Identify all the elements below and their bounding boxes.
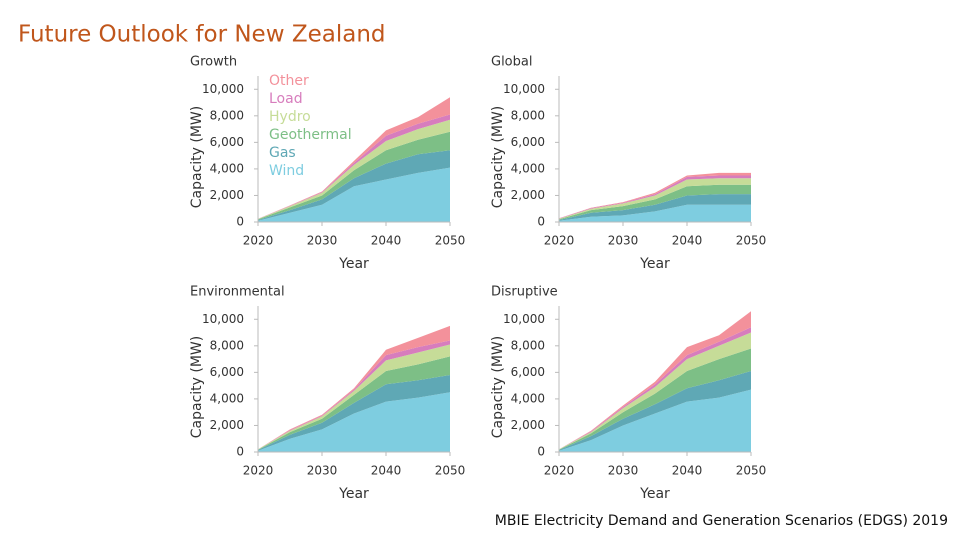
y-tick-label: 6,000 (511, 365, 545, 379)
y-tick-label: 6,000 (511, 135, 545, 149)
y-tick-label: 10,000 (503, 312, 545, 326)
x-tick-label: 2050 (736, 234, 767, 248)
y-tick-label: 4,000 (511, 161, 545, 175)
x-tick-label: 2020 (544, 234, 575, 248)
y-tick-label: 0 (236, 215, 244, 229)
y-axis-title: Capacity (MW) (189, 336, 205, 438)
x-tick-label: 2050 (435, 464, 466, 478)
chart-title: Global (491, 55, 532, 70)
y-tick-label: 2,000 (210, 418, 244, 432)
legend-entry: Load (269, 91, 303, 107)
legend-entry: Wind (269, 163, 304, 179)
area-segment (258, 356, 450, 450)
x-tick-label: 2030 (608, 464, 639, 478)
x-axis-title: Year (639, 256, 670, 272)
area-segment (258, 119, 450, 220)
area-segment (559, 389, 751, 452)
x-tick-label: 2020 (544, 464, 575, 478)
area-segment (559, 332, 751, 450)
x-axis-title: Year (639, 486, 670, 502)
slide-title: Future Outlook for New Zealand (18, 22, 386, 48)
area-segment (258, 114, 450, 219)
y-tick-label: 0 (236, 445, 244, 459)
x-axis-title: Year (338, 256, 369, 272)
x-axis-title: Year (338, 486, 369, 502)
area-segment (559, 327, 751, 450)
chart-title: Growth (190, 55, 237, 70)
y-tick-label: 10,000 (202, 82, 244, 96)
source-caption: MBIE Electricity Demand and Generation S… (495, 513, 948, 529)
y-tick-label: 6,000 (210, 365, 244, 379)
area-segment (258, 131, 450, 220)
area-segment (258, 344, 450, 450)
area-segment (258, 392, 450, 452)
y-tick-label: 4,000 (210, 161, 244, 175)
x-tick-label: 2050 (435, 234, 466, 248)
y-tick-label: 8,000 (210, 338, 244, 352)
area-segment (258, 97, 450, 219)
x-tick-label: 2040 (672, 234, 703, 248)
y-axis-title: Capacity (MW) (189, 106, 205, 208)
area-segment (559, 348, 751, 450)
area-segment (559, 178, 751, 220)
legend-entry: Other (269, 73, 309, 89)
y-tick-label: 0 (537, 445, 545, 459)
chart-title: Environmental (190, 285, 285, 300)
y-tick-label: 2,000 (210, 188, 244, 202)
y-tick-label: 6,000 (210, 135, 244, 149)
y-tick-label: 8,000 (210, 108, 244, 122)
y-tick-label: 2,000 (511, 418, 545, 432)
x-tick-label: 2020 (243, 464, 274, 478)
area-segment (559, 204, 751, 222)
y-axis-title: Capacity (MW) (490, 106, 506, 208)
x-tick-label: 2040 (371, 234, 402, 248)
y-tick-label: 10,000 (202, 312, 244, 326)
y-axis-title: Capacity (MW) (490, 336, 506, 438)
area-segment (559, 194, 751, 221)
x-tick-label: 2050 (736, 464, 767, 478)
area-segment (258, 325, 450, 450)
chart-title: Disruptive (491, 285, 558, 300)
y-tick-label: 8,000 (511, 338, 545, 352)
y-tick-label: 0 (537, 215, 545, 229)
y-tick-label: 4,000 (511, 391, 545, 405)
y-tick-label: 10,000 (503, 82, 545, 96)
area-segment (258, 150, 450, 221)
area-segment (258, 167, 450, 222)
x-tick-label: 2040 (672, 464, 703, 478)
x-tick-label: 2020 (243, 234, 274, 248)
x-tick-label: 2040 (371, 464, 402, 478)
y-tick-label: 8,000 (511, 108, 545, 122)
y-tick-label: 4,000 (210, 391, 244, 405)
x-tick-label: 2030 (608, 234, 639, 248)
area-segment (559, 371, 751, 451)
legend-entry: Gas (269, 145, 296, 161)
legend-entry: Hydro (269, 109, 311, 125)
legend-entry: Geothermal (269, 127, 352, 143)
x-tick-label: 2030 (307, 464, 338, 478)
x-tick-label: 2030 (307, 234, 338, 248)
area-segment (258, 375, 450, 451)
y-tick-label: 2,000 (511, 188, 545, 202)
area-segment (559, 184, 751, 220)
area-segment (559, 311, 751, 450)
